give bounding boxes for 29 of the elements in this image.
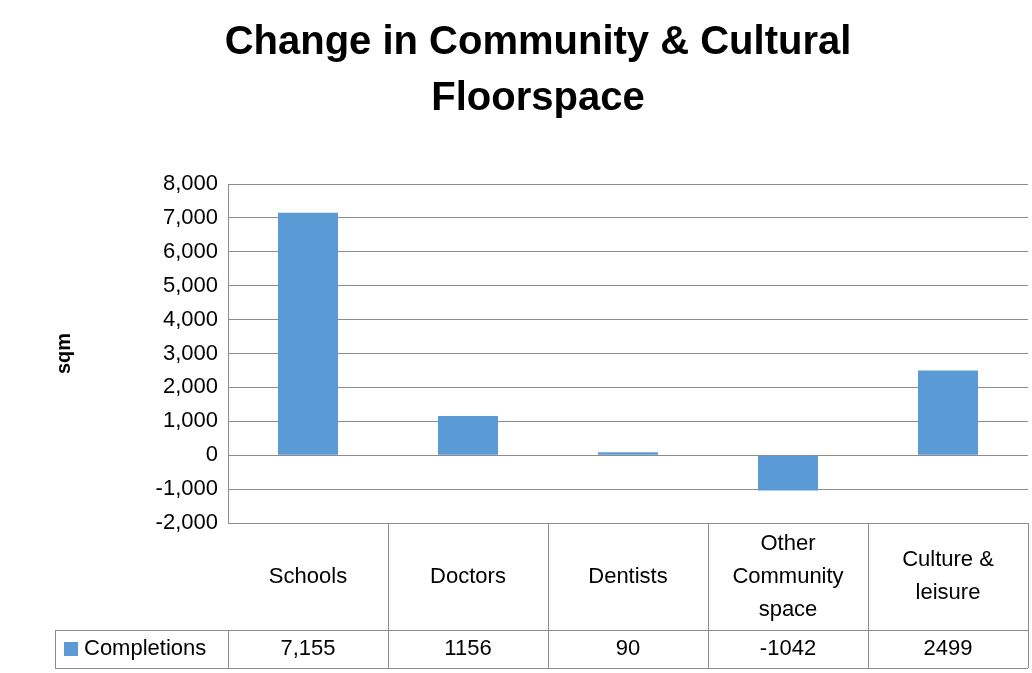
bar [598, 452, 658, 455]
y-tick-label: 7,000 [162, 203, 218, 229]
data-label: 7,155 [280, 635, 336, 661]
y-tick-label: 6,000 [162, 237, 218, 263]
y-tick-label: 3,000 [162, 339, 218, 365]
y-tick-label: 1,000 [162, 407, 218, 433]
data-label: 2499 [923, 635, 973, 661]
bar [438, 416, 498, 455]
data-label: 90 [615, 635, 641, 661]
x-tick-label: Culture & leisure [902, 546, 995, 605]
y-tick-label: 0 [205, 441, 218, 467]
data-label: 1156 [444, 635, 492, 661]
bar [758, 455, 818, 491]
y-tick-label: 5,000 [162, 271, 218, 297]
y-tick-label: 8,000 [162, 170, 218, 196]
bar [278, 212, 338, 455]
data-label: -1042 [759, 635, 817, 661]
y-tick-label: 2,000 [162, 373, 218, 399]
y-tick-label: -1,000 [155, 475, 218, 501]
x-tick-label: Dentists [588, 562, 668, 588]
x-tick-label: Schools [268, 562, 348, 588]
x-tick-label: Doctors [430, 562, 506, 588]
chart-title: Change in Community & Cultural Floorspace [224, 18, 852, 119]
bar [918, 370, 978, 455]
y-axis-title: sqm [51, 332, 74, 375]
y-tick-label: -2,000 [155, 509, 218, 535]
x-tick-label: Other Community space [732, 529, 844, 621]
legend-label: Completions [84, 635, 207, 661]
y-tick-label: 4,000 [162, 305, 218, 331]
